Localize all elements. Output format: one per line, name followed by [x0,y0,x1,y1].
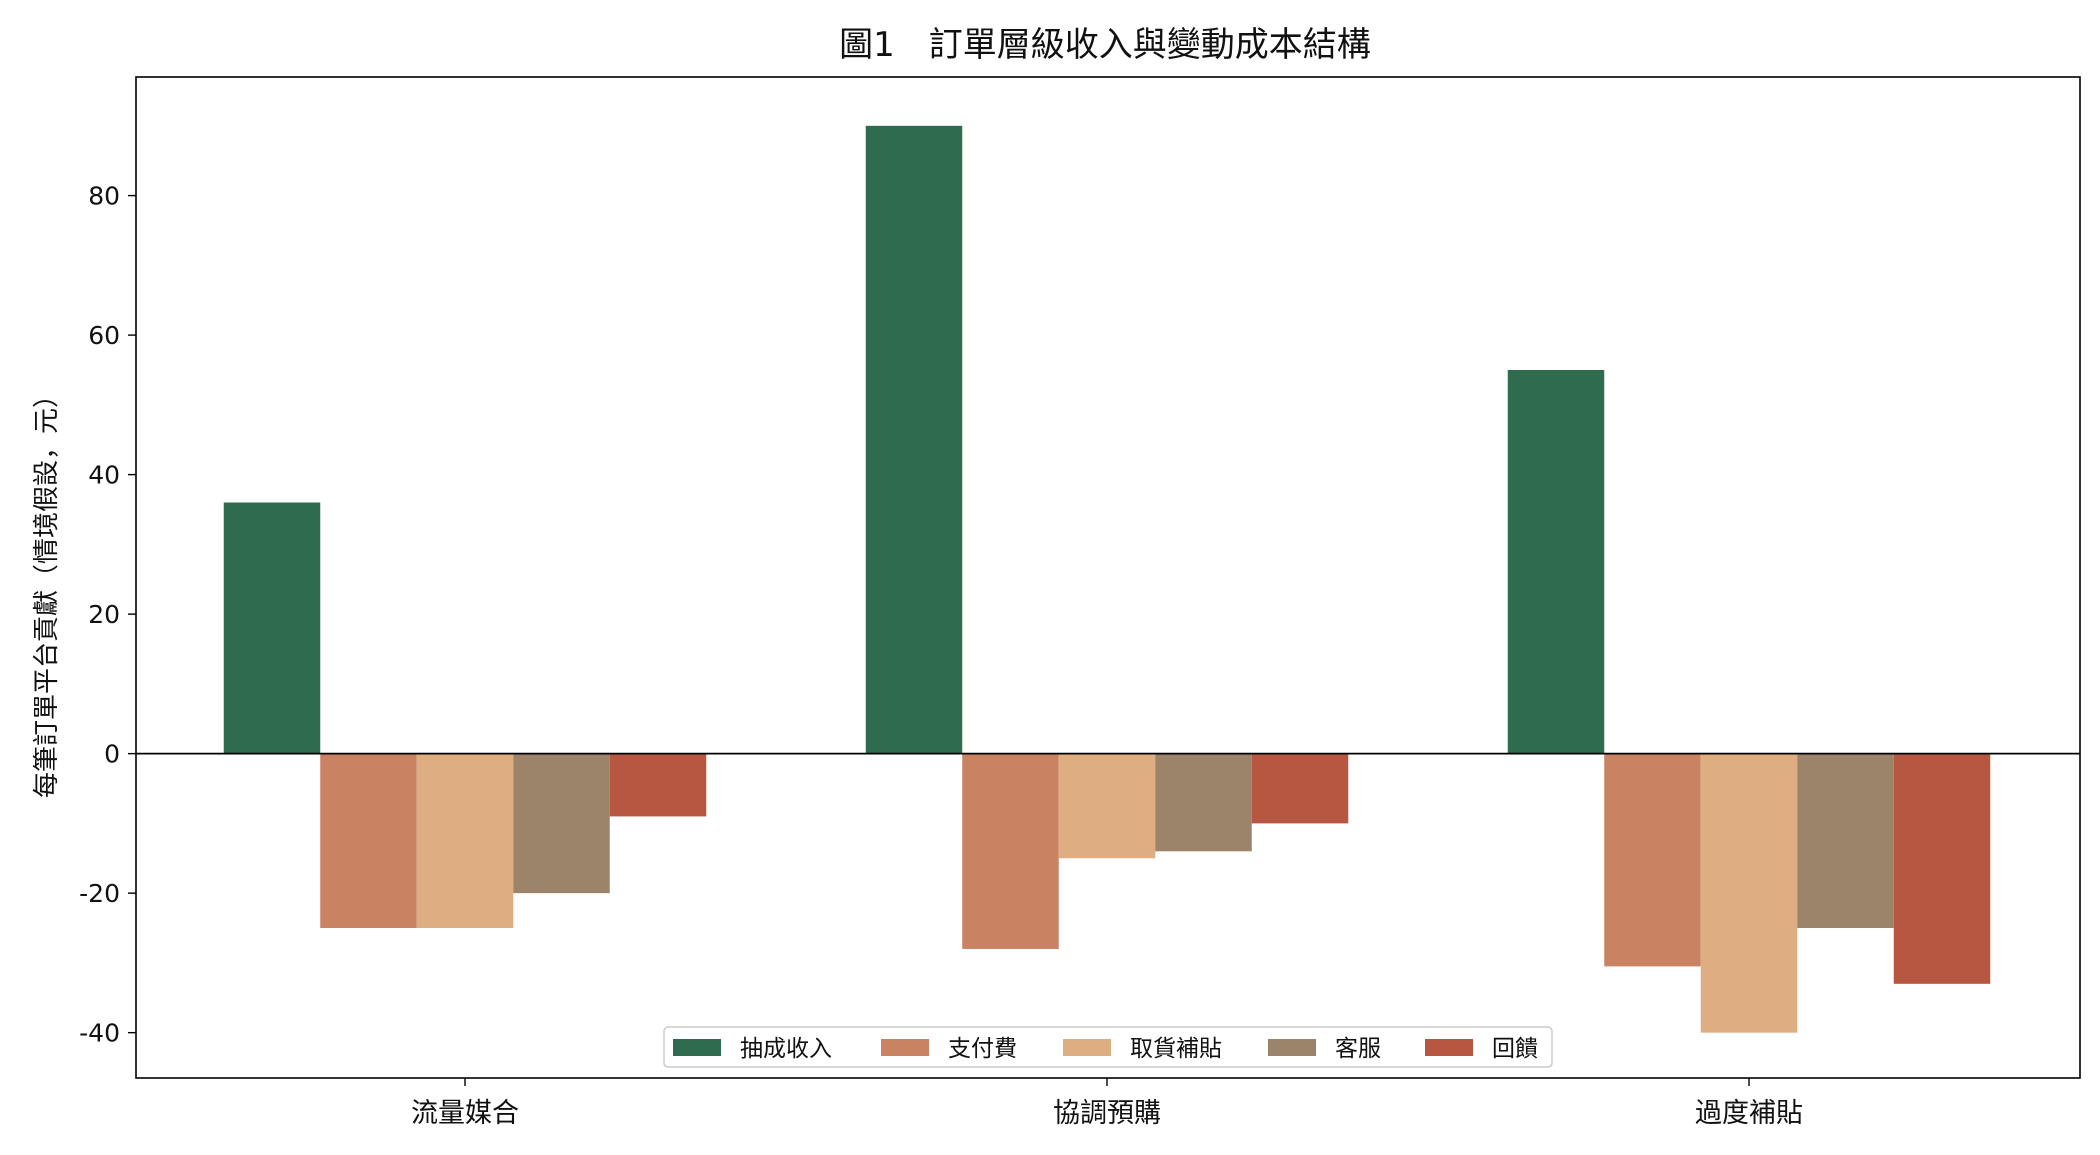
x-tick-label: 協調預購 [1053,1098,1161,1129]
y-tick-label: 20 [88,600,120,629]
legend-label: 取貨補貼 [1130,1036,1222,1062]
chart-title: 圖1 訂單層級收入與變動成本結構 [839,25,1371,65]
y-ticks: -40 -20 0 20 40 60 80 [79,182,136,1048]
legend-swatch [1425,1039,1473,1056]
x-tick-label: 流量媒合 [411,1098,519,1129]
bar-s4-c2 [1893,753,1991,984]
bar-s3-c1 [1155,753,1252,852]
bar-s3-c2 [1797,753,1894,929]
legend-label: 客服 [1335,1036,1381,1062]
legend-swatch [673,1039,721,1056]
bar-s1-c1 [962,753,1059,949]
legend-label: 支付費 [948,1036,1017,1062]
bar-s2-c0 [416,753,514,929]
bars-group [223,125,1991,1033]
bar-s1-c0 [320,753,417,929]
bar-s4-c0 [609,753,707,817]
legend-swatch [1063,1039,1111,1056]
x-tick-label: 過度補貼 [1695,1098,1803,1129]
bar-s2-c2 [1700,753,1798,1033]
y-tick-label: 0 [104,740,120,769]
bar-s1-c2 [1604,753,1701,967]
legend-swatch [1268,1039,1316,1056]
bar-s0-c2 [1507,369,1605,754]
x-ticks: 流量媒合 協調預購 過度補貼 [411,1078,1803,1129]
y-tick-label: 40 [88,461,120,490]
legend: 抽成收入 支付費 取貨補貼 客服 回饋 [663,1026,1553,1068]
plot-frame [135,76,2081,1079]
bar-s4-c1 [1251,753,1349,824]
legend-label: 抽成收入 [740,1036,832,1062]
y-tick-label: -40 [79,1019,120,1048]
y-axis-label: 每筆訂單平台貢獻（情境假設，元） [32,382,62,798]
y-tick-label: 80 [88,182,120,211]
y-tick-label: -20 [79,879,120,908]
bar-s0-c0 [223,502,321,754]
bar-s0-c1 [865,125,963,754]
bar-s3-c0 [513,753,610,894]
legend-swatch [881,1039,929,1056]
y-tick-label: 60 [88,321,120,350]
bar-s2-c1 [1058,753,1156,859]
legend-label: 回饋 [1492,1036,1538,1062]
